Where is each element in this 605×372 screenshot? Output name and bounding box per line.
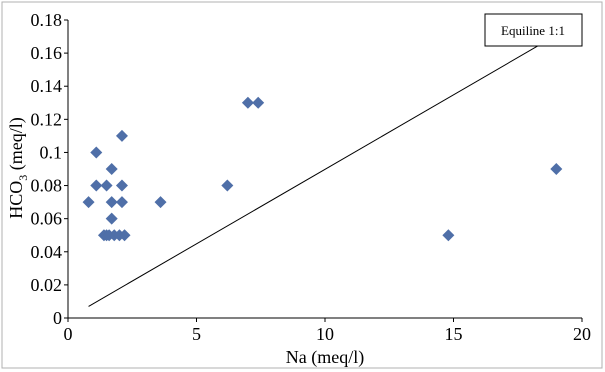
equiline-1-1-line [88,37,552,307]
scatter-point [115,129,128,142]
y-tick-label: 0.12 [31,109,63,129]
y-tick-label: 0.06 [31,209,63,229]
y-tick-label: 0.14 [31,76,63,96]
y-tick-label: 0.16 [31,43,63,63]
scatter-point [442,229,455,242]
legend-label: Equiline 1:1 [501,23,565,38]
scatter-point [221,179,234,192]
x-tick-label: 10 [316,324,334,344]
scatter-point [105,163,118,175]
x-tick-label: 20 [573,324,591,344]
legend: Equiline 1:1 [484,13,583,47]
x-tick-label: 5 [192,324,201,344]
scatter-point [115,179,128,192]
data-points [82,96,563,242]
y-tick-label: 0.08 [31,176,63,196]
scatter-point [105,212,118,225]
y-tick-label: 0.04 [31,242,63,262]
y-tick-label: 0 [53,308,62,328]
scatter-point [90,179,103,192]
y-axis-title-subscript: 3 [16,175,30,181]
scatter-point [241,96,254,109]
scatter-point [100,179,113,192]
scatter-point [115,196,128,209]
y-tick-label: 0.18 [31,10,63,30]
y-axis-ticks: 0 0.02 0.04 0.06 0.08 0.1 0.12 0.14 0.16 0.18 [31,10,68,328]
y-axis-title-main: HCO [6,181,26,219]
y-axis-title-tail: (meq/l) [6,117,27,174]
scatter-point [154,196,167,209]
y-tick-label: 0.1 [40,142,63,162]
scatter-point [105,196,118,209]
y-axis-title: HCO3 (meq/l) [6,117,30,219]
scatter-point [252,96,265,109]
scatter-point [550,163,563,175]
x-tick-label: 0 [64,324,73,344]
y-tick-label: 0.02 [31,275,63,295]
scatter-point [118,229,131,242]
scatter-point [82,196,95,209]
x-axis-title: Na (meq/l) [286,347,364,368]
legend-box [484,13,583,47]
x-axis-ticks: 0 5 10 15 20 [64,318,591,344]
scatter-point [90,146,103,159]
x-tick-label: 15 [445,324,463,344]
